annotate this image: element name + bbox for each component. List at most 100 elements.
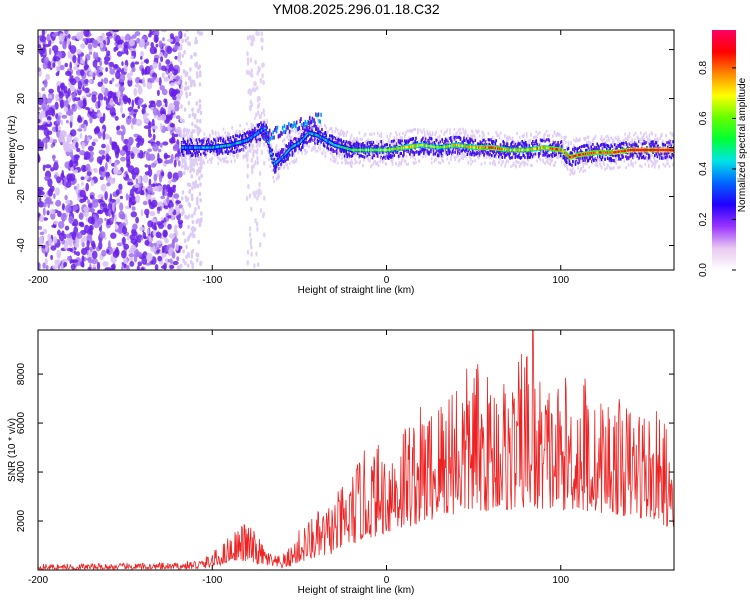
spectrogram-ridge-cell <box>250 125 253 129</box>
spectrogram-ridge-cell <box>371 156 374 160</box>
spectrogram-ridge-cell <box>315 127 318 131</box>
spectrogram-ridge-cell <box>346 130 348 134</box>
spectrogram-ridge-cell <box>224 144 226 147</box>
spectrogram-ridge-cell <box>207 140 210 144</box>
spectrogram-ridge-cell <box>282 160 285 164</box>
spectrogram-ridge-cell <box>316 118 319 122</box>
spectrogram-ridge-cell <box>346 161 348 165</box>
spectrogram-noise-cell <box>126 144 131 152</box>
spectrogram-ridge-cell <box>359 137 362 141</box>
spectrogram-ridge-cell <box>447 145 450 148</box>
spectrogram-noise-cell <box>153 34 159 43</box>
spectrogram-noise-cell <box>254 81 257 87</box>
spectrogram-noise-cell <box>134 149 141 154</box>
spectrogram-ridge-cell <box>464 145 467 148</box>
spectrogram-ridge-cell <box>316 138 319 142</box>
spectrogram-noise-cell <box>253 263 256 269</box>
spectrogram-noise-cell <box>263 142 266 147</box>
spectrogram-ridge-cell <box>352 143 355 147</box>
spectrogram-ridge-cell <box>452 140 455 144</box>
spectrogram-noise-cell <box>39 35 47 43</box>
spectrogram-ridge-cell <box>415 136 417 140</box>
spectrogram-noise-cell <box>109 80 113 85</box>
spectrogram-ridge-cell <box>275 154 278 157</box>
spectrogram-ridge-cell <box>216 145 219 149</box>
spectrogram-ridge-cell <box>380 148 382 152</box>
spectrogram-ridge-cell <box>424 131 426 135</box>
spectrogram-ridge-cell <box>310 148 313 152</box>
spectrogram-noise-cell <box>45 265 49 270</box>
spectrogram-noise-cell <box>143 117 150 124</box>
spectrogram-noise-cell <box>257 65 260 71</box>
spectrogram-noise-cell <box>52 154 56 162</box>
spectrogram-ridge-cell <box>409 138 411 142</box>
spectrogram-noise-cell <box>175 76 179 82</box>
spectrogram-ridge-cell <box>336 161 339 165</box>
spectrogram-ridge-cell <box>449 144 451 148</box>
spectrogram-ridge-cell <box>442 154 444 158</box>
spectrogram-noise-cell <box>260 31 263 37</box>
spectrogram-ridge-cell <box>489 146 491 149</box>
spectrogram-ridge-cell <box>337 151 340 155</box>
spectrogram-noise-cell <box>180 104 183 109</box>
spectrogram-noise-cell <box>155 43 159 48</box>
spectrogram-noise-cell <box>161 252 167 258</box>
spectrogram-ridge-cell <box>469 152 471 156</box>
spectrogram-noise-cell <box>149 46 157 55</box>
spectrogram-ridge-cell <box>504 164 506 168</box>
spectrogram-noise-cell <box>140 51 144 58</box>
spectrogram-ridge-cell <box>194 151 197 155</box>
spectrogram-ridge-cell <box>281 162 284 166</box>
spectrogram-ridge-cell <box>302 138 304 141</box>
spectrogram-noise-cell <box>160 113 167 122</box>
spectrogram-noise-cell <box>112 202 115 212</box>
spectrogram-ridge-cell <box>380 132 382 136</box>
spectrogram-noise-cell <box>97 66 105 71</box>
spectrogram-noise-cell <box>93 168 98 173</box>
spectrogram-noise-cell <box>64 194 68 201</box>
spectrogram-noise-cell <box>191 219 195 225</box>
spectrogram-ridge-cell <box>471 160 474 163</box>
spectrogram-ridge-cell <box>470 158 472 162</box>
spectrogram-ridge-cell <box>482 146 484 149</box>
spectrogram-noise-cell <box>246 35 250 41</box>
spectrogram-noise-cell <box>142 231 147 239</box>
spectrogram-noise-cell <box>76 232 83 239</box>
spectrogram-noise-cell <box>39 231 45 236</box>
spectrogram-ridge-cell <box>206 146 208 149</box>
spectrogram-ridge-cell <box>458 151 461 155</box>
spectrogram-ridge-cell <box>188 146 191 149</box>
spectrogram-ridge-cell <box>342 134 345 137</box>
spectrogram-noise-cell <box>254 59 257 65</box>
spectrogram-noise-cell <box>249 88 253 94</box>
spectrogram-noise-cell <box>246 51 249 57</box>
spectrogram-ridge-cell <box>451 153 454 157</box>
spectrogram-ridge-cell <box>422 144 424 147</box>
spectrogram-noise-cell <box>113 166 117 173</box>
spectrogram-ridge-cell <box>424 134 426 138</box>
spectrogram-ridge-cell <box>369 159 371 163</box>
spectrogram-noise-cell <box>65 204 72 213</box>
spectrogram-ridge-cell <box>376 131 379 135</box>
spectrogram-ridge-cell <box>285 163 287 167</box>
spectrogram-noise-cell <box>55 199 62 207</box>
spectrogram-noise-cell <box>43 44 46 53</box>
spectrogram-noise-cell <box>103 77 109 84</box>
spectrogram-ridge-cell <box>330 126 333 130</box>
spectrogram-ridge-cell <box>200 129 202 132</box>
spectrogram-noise-cell <box>72 204 79 211</box>
spectrogram-noise-cell <box>254 112 258 118</box>
spectrogram-noise-cell <box>42 262 46 269</box>
spectrogram-ridge-cell <box>212 132 214 135</box>
spectrogram-ridge-cell <box>525 134 528 138</box>
spectrogram-ridge-cell <box>293 144 295 148</box>
spectrogram-ridge-cell <box>432 152 435 156</box>
spectrogram-noise-cell <box>83 78 89 84</box>
spectrogram-ridge-cell <box>314 144 316 148</box>
spectrogram-noise-cell <box>50 245 57 251</box>
spectrogram-ridge-cell <box>224 131 226 135</box>
spectrogram-noise-cell <box>90 216 95 225</box>
spectrogram-ridge-cell <box>204 146 206 149</box>
spectrogram-ridge-cell <box>247 134 249 138</box>
spectrogram-ridge-cell <box>380 155 382 159</box>
